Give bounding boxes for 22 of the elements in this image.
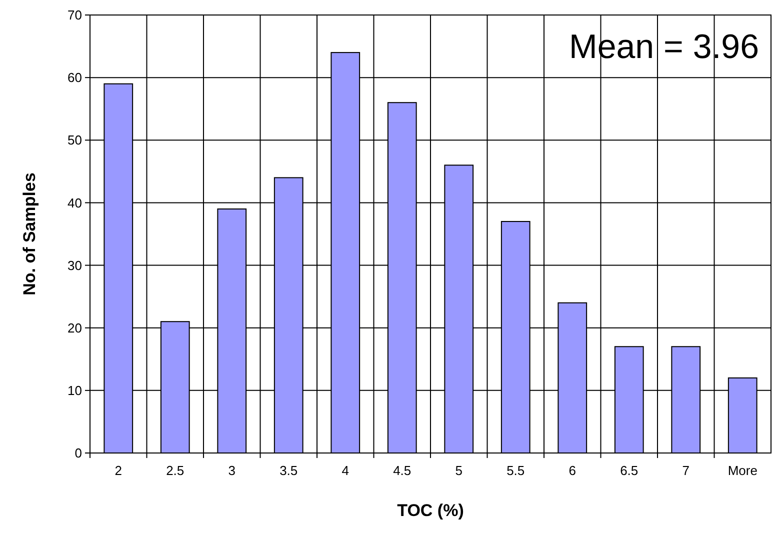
x-tick-label: 3.5 xyxy=(280,463,298,478)
y-tick-label: 70 xyxy=(68,8,82,23)
x-tick-label: 2 xyxy=(114,463,122,478)
x-tick-label: 5.5 xyxy=(506,463,525,478)
x-tick-label: 6.5 xyxy=(620,463,638,478)
y-tick-label: 50 xyxy=(68,132,82,148)
y-tick-label: 60 xyxy=(68,70,82,86)
x-tick-label: More xyxy=(728,463,758,478)
x-tick-label: 7 xyxy=(682,463,690,478)
y-tick-label: 20 xyxy=(68,320,82,336)
x-tick-label: 6 xyxy=(568,463,576,478)
y-tick-label: 40 xyxy=(68,195,82,210)
x-tick-label: 2.5 xyxy=(166,463,184,478)
y-tick-label: 0 xyxy=(74,446,82,461)
x-tick-label: 4.5 xyxy=(393,463,412,478)
x-tick-label: 3 xyxy=(228,463,236,478)
x-tick-label: 5 xyxy=(455,463,462,478)
y-axis-title: No. of Samples xyxy=(20,172,39,296)
x-axis-title: TOC (%) xyxy=(397,501,464,520)
y-tick-label: 30 xyxy=(68,258,82,273)
y-tick-label: 10 xyxy=(68,382,82,398)
x-tick-label: 4 xyxy=(342,463,349,478)
